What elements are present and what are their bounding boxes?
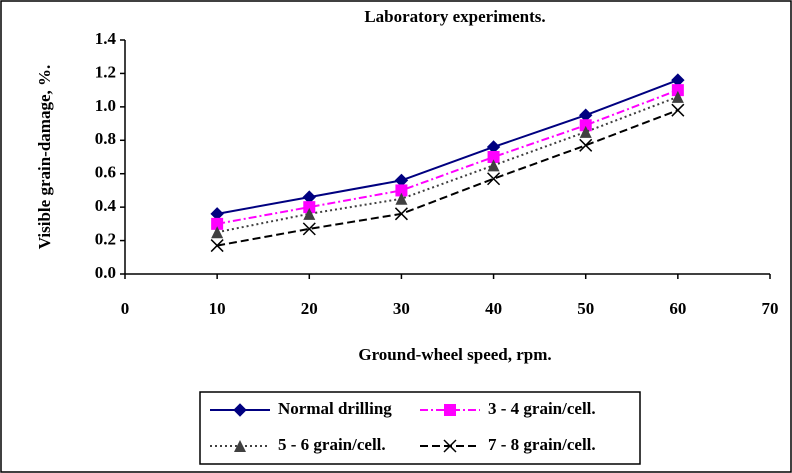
marker bbox=[671, 103, 685, 117]
marker bbox=[487, 159, 500, 172]
legend-marker bbox=[234, 440, 246, 452]
y-tick-label: 1.4 bbox=[95, 29, 117, 48]
y-tick-label: 1.0 bbox=[95, 96, 116, 115]
legend-label: 3 - 4 grain/cell. bbox=[488, 399, 596, 418]
x-tick-label: 40 bbox=[485, 299, 502, 318]
x-tick-label: 70 bbox=[762, 299, 779, 318]
x-tick-label: 60 bbox=[669, 299, 686, 318]
marker bbox=[579, 119, 592, 132]
series-line bbox=[216, 89, 679, 225]
x-tick-label: 20 bbox=[301, 299, 318, 318]
series-line bbox=[216, 109, 679, 247]
legend-marker bbox=[233, 403, 247, 417]
legend-label: 5 - 6 grain/cell. bbox=[278, 435, 386, 454]
marker bbox=[487, 172, 501, 186]
legend-box bbox=[199, 391, 641, 465]
y-axis-label: Visible grain-damage, %. bbox=[35, 65, 54, 249]
marker bbox=[302, 222, 316, 236]
marker bbox=[211, 226, 224, 239]
marker bbox=[303, 207, 316, 220]
marker bbox=[579, 138, 593, 152]
y-tick-label: 0.0 bbox=[95, 263, 116, 282]
legend-label: Normal drilling bbox=[278, 399, 392, 418]
series-line bbox=[216, 95, 679, 234]
x-tick-label: 50 bbox=[577, 299, 594, 318]
marker bbox=[303, 201, 316, 214]
chart-title: Laboratory experiments. bbox=[364, 7, 545, 26]
marker bbox=[671, 84, 684, 97]
y-tick-label: 0.2 bbox=[95, 229, 116, 248]
marker bbox=[395, 192, 408, 205]
marker bbox=[395, 184, 408, 197]
x-tick-label: 10 bbox=[209, 299, 226, 318]
marker bbox=[579, 125, 592, 138]
marker bbox=[671, 90, 684, 103]
marker bbox=[211, 217, 224, 230]
y-tick-label: 0.8 bbox=[95, 129, 116, 148]
y-tick-label: 0.4 bbox=[95, 196, 117, 215]
y-tick-label: 0.6 bbox=[95, 163, 116, 182]
legend-marker bbox=[444, 404, 456, 416]
y-tick-label: 1.2 bbox=[95, 62, 116, 81]
x-tick-label: 0 bbox=[121, 299, 130, 318]
x-axis-label: Ground-wheel speed, rpm. bbox=[358, 345, 551, 364]
marker bbox=[210, 239, 224, 253]
legend-label: 7 - 8 grain/cell. bbox=[488, 435, 596, 454]
x-tick-label: 30 bbox=[393, 299, 410, 318]
marker bbox=[394, 207, 408, 221]
series-line bbox=[216, 79, 679, 215]
marker bbox=[487, 151, 500, 163]
legend-marker bbox=[443, 439, 457, 453]
